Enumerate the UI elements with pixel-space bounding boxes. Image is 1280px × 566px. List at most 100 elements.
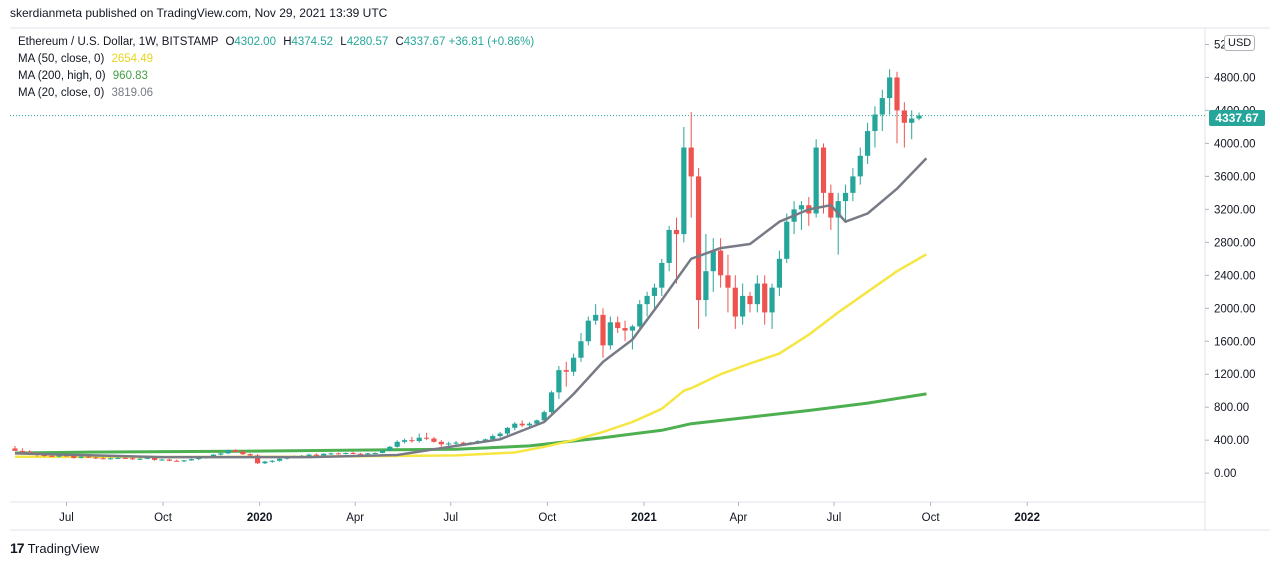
- ma50-row[interactable]: MA (50, close, 0) 2654.49: [18, 51, 534, 68]
- candle-body: [850, 176, 856, 193]
- candle-body: [901, 110, 907, 123]
- candle-body: [321, 453, 327, 456]
- y-tick-label: 0.00: [1214, 468, 1236, 480]
- chart-legend: Ethereum / U.S. Dollar, 1W, BITSTAMP O43…: [18, 34, 534, 102]
- y-tick-label: 1200.00: [1214, 369, 1256, 381]
- candle-body: [446, 443, 452, 445]
- candle-body: [379, 450, 386, 453]
- candle-body: [78, 456, 84, 458]
- ma50-label: MA (50, close, 0): [18, 53, 105, 65]
- y-tick-label: 1600.00: [1214, 336, 1256, 348]
- x-tick-label: Oct: [154, 512, 173, 524]
- candle-body: [365, 453, 371, 455]
- y-tick-label: 4000.00: [1214, 138, 1256, 150]
- candle-body: [681, 147, 687, 235]
- ma50-value: 2654.49: [111, 53, 154, 65]
- ma20-row[interactable]: MA (20, close, 0) 3819.06: [18, 85, 534, 102]
- candle-body: [666, 229, 672, 263]
- ma50-line: [14, 253, 928, 459]
- candle-body: [865, 131, 871, 156]
- candle-body: [100, 458, 106, 460]
- candle-body: [600, 314, 606, 346]
- candle-body: [673, 229, 680, 235]
- symbol-row[interactable]: Ethereum / U.S. Dollar, 1W, BITSTAMP O43…: [18, 34, 534, 51]
- candle-body: [409, 440, 415, 442]
- open-value: 4302.00: [234, 36, 276, 48]
- x-tick-label: Oct: [922, 512, 941, 524]
- publisher-line: skerdianmeta published on TradingView.co…: [10, 6, 388, 20]
- ma200-value: 960.83: [112, 70, 148, 82]
- candle-body: [578, 341, 584, 358]
- symbol-name: Ethereum / U.S. Dollar, 1W, BITSTAMP: [18, 36, 219, 48]
- currency-badge[interactable]: USD: [1224, 35, 1256, 51]
- candle-body: [842, 192, 849, 202]
- candle-body: [262, 461, 268, 464]
- candle-body: [887, 77, 893, 99]
- tradingview-logo-icon: 17: [10, 540, 25, 556]
- candle-body: [651, 287, 658, 296]
- candle-body: [41, 455, 47, 457]
- candle-body: [490, 436, 496, 440]
- y-tick-label: 3200.00: [1214, 204, 1256, 216]
- candle-body: [438, 441, 444, 445]
- candle-body: [688, 147, 694, 177]
- y-tick-label: 2400.00: [1214, 270, 1256, 282]
- candle-body: [144, 457, 150, 459]
- candle-body: [416, 437, 422, 441]
- candle-body: [210, 454, 217, 457]
- candle-body: [328, 453, 334, 455]
- candle-body: [710, 250, 716, 272]
- change-value: +36.81 (+0.86%): [448, 36, 535, 48]
- candle-body: [776, 258, 782, 288]
- last-price-tag: 4337.67: [1209, 110, 1265, 126]
- ma20-line: [14, 157, 928, 459]
- candle-body: [504, 427, 511, 434]
- ma200-row[interactable]: MA (200, high, 0) 960.83: [18, 68, 534, 85]
- candle-body: [174, 460, 180, 462]
- candle-body: [556, 370, 562, 393]
- candle-body: [107, 458, 114, 460]
- candle-body: [85, 456, 92, 458]
- candle-body: [615, 322, 621, 329]
- candle-body: [49, 455, 55, 457]
- candle-body: [254, 455, 261, 464]
- candle-body: [277, 458, 283, 461]
- candle-body: [152, 457, 158, 460]
- y-tick-label: 4800.00: [1214, 72, 1256, 84]
- candle-body: [879, 98, 885, 115]
- candle-body: [798, 205, 805, 210]
- candle-body: [269, 460, 275, 462]
- candle-body: [637, 304, 643, 327]
- candle-body: [563, 370, 569, 372]
- candle-body: [644, 295, 650, 305]
- candle-body: [401, 440, 408, 442]
- candle-body: [181, 460, 187, 462]
- candle-body: [497, 433, 503, 437]
- y-tick-label: 2800.00: [1214, 237, 1256, 249]
- candle-body: [372, 452, 378, 454]
- candle-body: [247, 454, 253, 456]
- candle-body: [747, 295, 753, 305]
- candle-body: [526, 423, 533, 426]
- candle-body: [732, 287, 738, 317]
- x-tick-label: Jul: [827, 512, 842, 524]
- candle-body: [762, 283, 768, 313]
- candle-body: [240, 451, 246, 455]
- candle-body: [394, 441, 400, 447]
- candle-body: [872, 114, 878, 132]
- candle-body: [115, 457, 121, 459]
- candle-body: [188, 459, 194, 461]
- candle-body: [548, 392, 555, 413]
- candle-body: [703, 271, 709, 301]
- candle-body: [585, 320, 591, 342]
- tradingview-footer[interactable]: 17 TradingView: [10, 540, 99, 556]
- y-tick-label: 2000.00: [1214, 303, 1256, 315]
- candle-body: [232, 450, 239, 452]
- candle-body: [571, 357, 577, 372]
- candle-body: [541, 412, 547, 421]
- y-tick-label: 800.00: [1214, 402, 1249, 414]
- ma20-label: MA (20, close, 0): [18, 87, 105, 99]
- candle-body: [820, 147, 827, 193]
- candle-body: [166, 459, 172, 461]
